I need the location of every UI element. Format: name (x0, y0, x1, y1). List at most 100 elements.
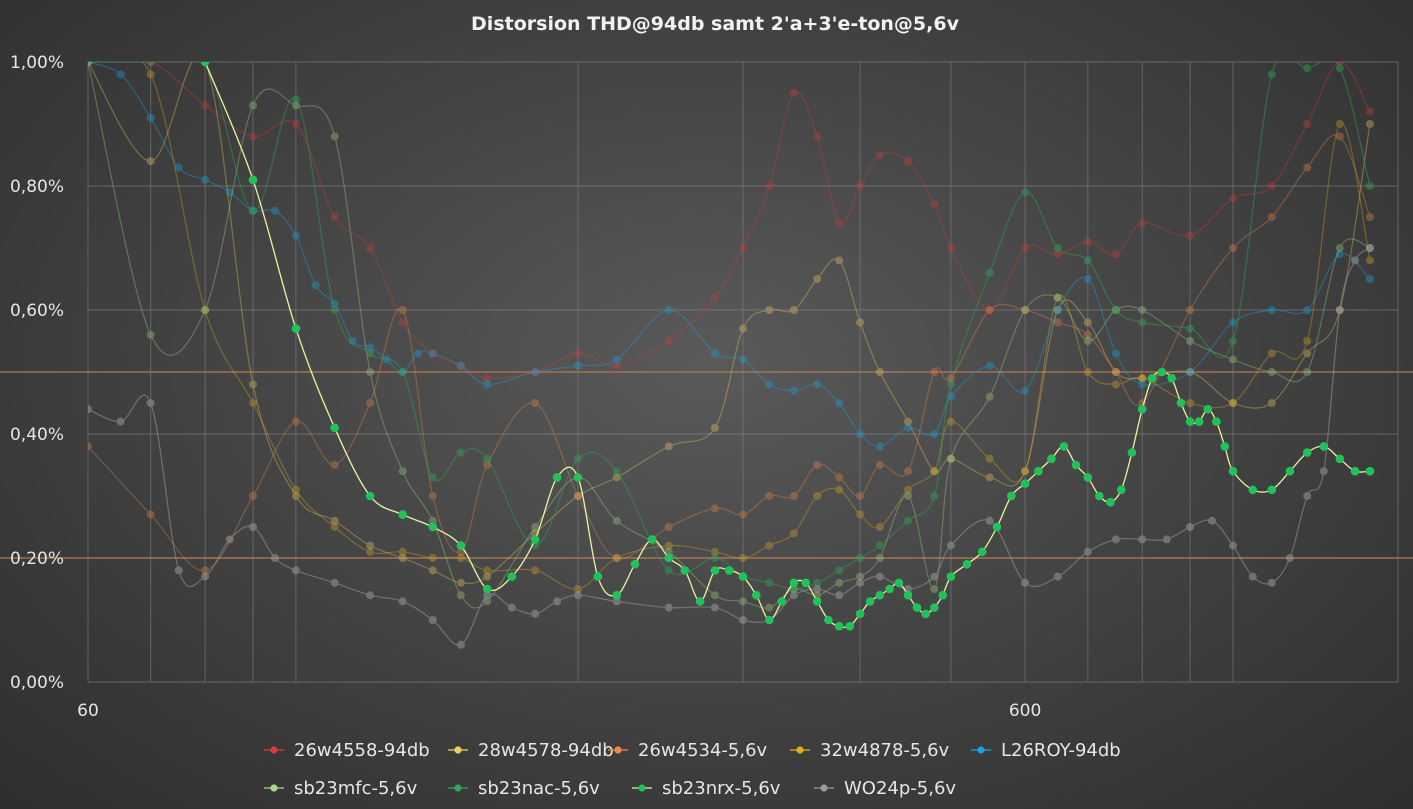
data-point (1229, 399, 1237, 407)
data-point (710, 566, 720, 575)
data-point (1111, 380, 1120, 389)
legend-item: L26ROY-94db (971, 740, 1121, 761)
data-point (531, 399, 540, 407)
data-point (574, 454, 582, 463)
data-point (765, 615, 774, 625)
series-28w4578-94db (88, 62, 1374, 587)
data-point (1138, 374, 1147, 383)
y-tick-label: 0,00% (10, 673, 64, 693)
data-point (249, 380, 257, 389)
data-point (612, 590, 622, 600)
data-point (1106, 497, 1115, 507)
data-point (428, 616, 437, 624)
legend-item: sb23nrx-5,6v (632, 778, 781, 799)
data-point (904, 516, 912, 525)
data-point (116, 417, 125, 426)
data-point (789, 492, 798, 500)
data-point (739, 616, 747, 624)
data-point (483, 572, 492, 581)
data-point (291, 566, 300, 575)
data-point (724, 566, 734, 575)
data-point (291, 95, 300, 104)
data-point (904, 467, 912, 476)
data-point (483, 380, 492, 389)
data-point (1047, 454, 1056, 464)
data-point (1053, 250, 1062, 259)
data-point (365, 491, 375, 501)
data-point (1285, 466, 1295, 476)
series-sb23nac-5,6v (88, 62, 1374, 593)
data-point (912, 603, 922, 612)
data-point (428, 522, 438, 532)
data-point (1267, 182, 1276, 190)
series-WO24p-5,6v (88, 244, 1374, 649)
data-point (739, 597, 747, 606)
data-point (946, 417, 955, 426)
data-point (695, 597, 705, 606)
data-point (1083, 368, 1092, 376)
data-point (765, 578, 774, 587)
data-point (1083, 330, 1092, 339)
data-point (1229, 194, 1237, 203)
data-point (1267, 70, 1276, 79)
data-point (146, 157, 155, 166)
data-point (739, 244, 747, 252)
data-point (738, 572, 748, 581)
legend: 26w4558-94db 28w4578-94db 26w4534-5,6v 32w4… (264, 740, 1121, 799)
data-point (574, 349, 582, 358)
data-point (1083, 473, 1093, 482)
legend-label: 26w4534-5,6v (638, 740, 768, 761)
data-point (248, 175, 258, 185)
data-point (146, 62, 155, 66)
data-point (201, 572, 210, 581)
data-point (930, 572, 939, 581)
data-point (1303, 337, 1312, 345)
data-point (1111, 306, 1120, 314)
data-point (612, 597, 621, 606)
data-point (146, 399, 155, 407)
y-tick-label: 0,60% (10, 301, 64, 321)
data-point (330, 132, 339, 141)
data-point (946, 374, 955, 383)
data-point (930, 467, 939, 476)
data-point (930, 585, 939, 593)
data-point (985, 392, 994, 401)
chart-title: Distorsion THD@94db samt 2'a+3'e-ton@5,6… (471, 13, 960, 35)
data-point (482, 584, 492, 594)
data-point (630, 559, 640, 569)
series-line (88, 62, 1371, 590)
data-point (739, 554, 747, 562)
data-point (1111, 349, 1120, 358)
data-point (904, 485, 912, 494)
data-point (1053, 306, 1062, 314)
data-point (835, 219, 844, 228)
data-point (835, 591, 844, 600)
data-point (647, 535, 657, 544)
data-point (1365, 275, 1374, 283)
data-point (1351, 256, 1360, 265)
data-point (664, 566, 673, 575)
data-point (574, 591, 582, 600)
data-point (1186, 324, 1195, 333)
data-point (483, 374, 492, 383)
data-point (456, 578, 465, 587)
data-point (1083, 237, 1092, 246)
data-point (801, 578, 810, 588)
data-point (1267, 368, 1276, 376)
data-point (249, 492, 257, 500)
data-point (930, 467, 939, 476)
data-point (904, 417, 912, 426)
data-point (710, 349, 719, 358)
data-point (1053, 572, 1062, 581)
data-point (330, 306, 339, 314)
data-point (885, 584, 894, 594)
data-point (1083, 275, 1092, 283)
data-point (456, 554, 465, 562)
data-point (946, 572, 956, 581)
data-point (1228, 466, 1238, 476)
data-point (856, 430, 865, 438)
series-line (88, 247, 1371, 646)
data-point (200, 62, 210, 67)
data-point (813, 461, 822, 469)
data-point (1021, 467, 1030, 476)
